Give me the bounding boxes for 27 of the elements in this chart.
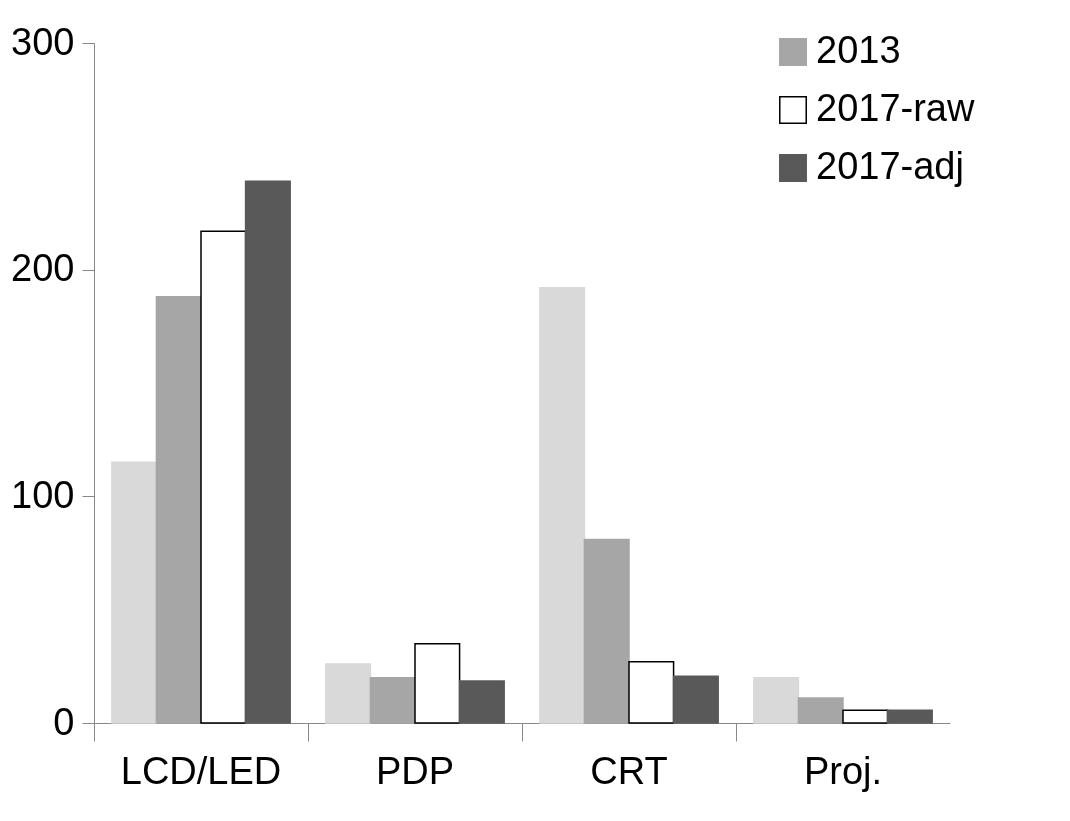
bar xyxy=(458,680,505,724)
x-tick-label: Proj. xyxy=(803,749,883,792)
bar xyxy=(369,676,416,724)
legend-label: 2013 xyxy=(816,29,901,71)
bar xyxy=(155,296,202,724)
bar xyxy=(842,709,889,724)
bar xyxy=(414,642,461,724)
bar xyxy=(244,180,291,724)
bar xyxy=(583,538,630,724)
y-tick-label: 100 xyxy=(11,473,75,516)
bar xyxy=(111,461,158,724)
bar xyxy=(672,675,719,724)
bar xyxy=(628,661,675,724)
bar xyxy=(797,697,844,724)
x-tick-label: LCD/LED xyxy=(120,749,282,792)
bar xyxy=(886,709,933,724)
bar xyxy=(325,663,372,724)
y-tick-label: 200 xyxy=(11,247,75,290)
y-tick-label: 300 xyxy=(11,20,75,63)
y-tick-label: 0 xyxy=(53,700,75,743)
bar xyxy=(200,230,247,724)
x-tick-label: CRT xyxy=(590,749,668,792)
bar xyxy=(539,287,586,724)
x-tick-label: PDP xyxy=(375,749,455,792)
legend-label: 2017-adj xyxy=(816,145,964,187)
legend-label: 2017-raw xyxy=(816,87,975,129)
bar xyxy=(753,676,800,724)
